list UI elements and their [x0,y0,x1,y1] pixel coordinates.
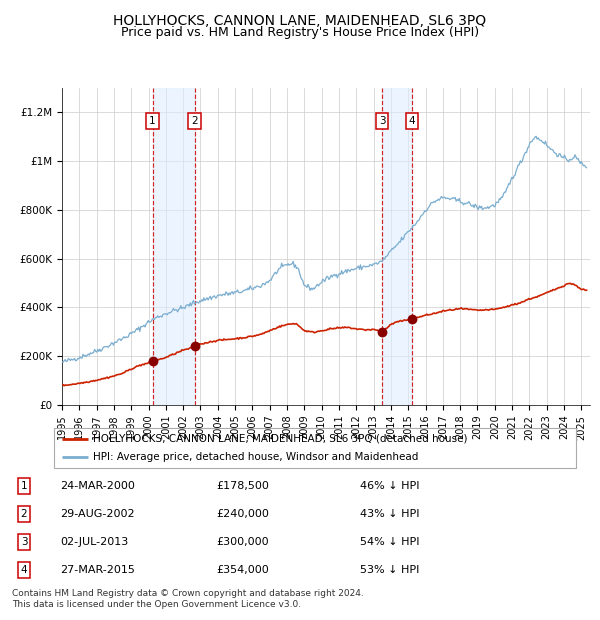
Text: HPI: Average price, detached house, Windsor and Maidenhead: HPI: Average price, detached house, Wind… [93,452,419,462]
Text: 2: 2 [20,509,28,519]
Text: 02-JUL-2013: 02-JUL-2013 [60,537,128,547]
Text: 4: 4 [409,117,416,126]
Bar [152,88,194,405]
Text: 54% ↓ HPI: 54% ↓ HPI [360,537,419,547]
Text: 29-AUG-2002: 29-AUG-2002 [60,509,134,519]
Text: £240,000: £240,000 [216,509,269,519]
Text: 27-MAR-2015: 27-MAR-2015 [60,565,135,575]
Point [377,327,387,337]
Text: HOLLYHOCKS, CANNON LANE, MAIDENHEAD, SL6 3PQ (detached house): HOLLYHOCKS, CANNON LANE, MAIDENHEAD, SL6… [93,434,467,444]
Text: Price paid vs. HM Land Registry's House Price Index (HPI): Price paid vs. HM Land Registry's House … [121,26,479,39]
Text: 46% ↓ HPI: 46% ↓ HPI [360,481,419,491]
Text: £354,000: £354,000 [216,565,269,575]
Bar [382,88,412,405]
Text: 3: 3 [379,117,386,126]
Text: 43% ↓ HPI: 43% ↓ HPI [360,509,419,519]
Point [190,342,199,352]
Point [407,314,417,324]
Text: 24-MAR-2000: 24-MAR-2000 [60,481,135,491]
Text: Contains HM Land Registry data © Crown copyright and database right 2024.: Contains HM Land Registry data © Crown c… [12,589,364,598]
Text: 1: 1 [20,481,28,491]
Text: HOLLYHOCKS, CANNON LANE, MAIDENHEAD, SL6 3PQ: HOLLYHOCKS, CANNON LANE, MAIDENHEAD, SL6… [113,14,487,28]
Point [148,356,157,366]
Text: 1: 1 [149,117,156,126]
Text: 53% ↓ HPI: 53% ↓ HPI [360,565,419,575]
Text: 3: 3 [20,537,28,547]
Text: 2: 2 [191,117,198,126]
Text: 4: 4 [20,565,28,575]
Text: £178,500: £178,500 [216,481,269,491]
Text: This data is licensed under the Open Government Licence v3.0.: This data is licensed under the Open Gov… [12,600,301,609]
Text: £300,000: £300,000 [216,537,269,547]
